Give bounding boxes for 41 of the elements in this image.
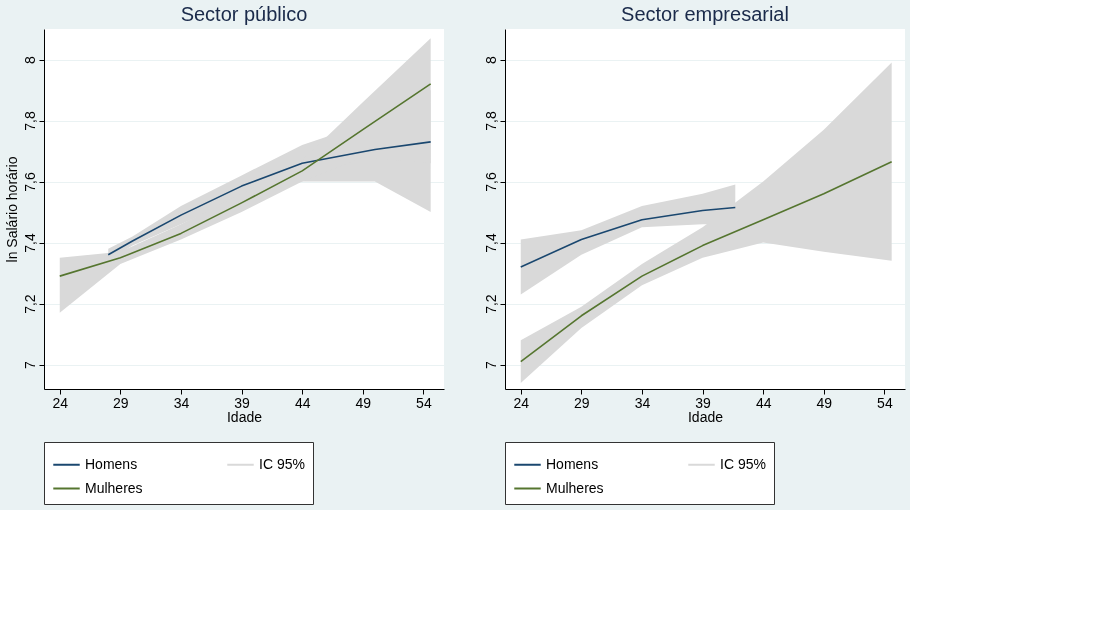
x-tick-label: 24 bbox=[513, 394, 530, 411]
x-tick-label: 34 bbox=[173, 394, 190, 411]
y-tick-label: 7,8 bbox=[21, 111, 38, 131]
line-series bbox=[107, 141, 432, 256]
legend-label: Homens bbox=[85, 455, 138, 472]
y-tick-label: 7,4 bbox=[21, 233, 38, 253]
x-axis-title: Idade bbox=[226, 408, 263, 425]
x-tick-label: 54 bbox=[416, 394, 432, 411]
y-tick-label: 8 bbox=[21, 55, 38, 64]
y-tick-label: 7,2 bbox=[21, 294, 38, 314]
y-tick-label: 7,8 bbox=[482, 111, 499, 131]
y-tick-label: 7 bbox=[21, 360, 38, 369]
x-tick-label: 24 bbox=[52, 394, 69, 411]
x-tick-label: 39 bbox=[695, 394, 712, 411]
x-tick-label: 39 bbox=[234, 394, 251, 411]
line-series bbox=[519, 206, 737, 268]
x-tick-label: 44 bbox=[755, 394, 772, 411]
y-tick-label: 8 bbox=[482, 55, 499, 64]
text: IC 95% bbox=[720, 455, 766, 472]
line-series bbox=[58, 83, 432, 277]
chart-title: Sector público bbox=[180, 3, 308, 25]
line-series bbox=[519, 160, 893, 363]
y-tick-label: 7,2 bbox=[482, 294, 499, 314]
x-tick-label: 49 bbox=[816, 394, 833, 411]
legend-label: Homens bbox=[546, 455, 599, 472]
y-tick-label: 7,6 bbox=[482, 172, 499, 192]
y-tick-label: 7,6 bbox=[21, 172, 38, 192]
text: IC 95% bbox=[259, 455, 305, 472]
x-tick-label: 29 bbox=[574, 394, 590, 411]
x-tick-label: 34 bbox=[634, 394, 651, 411]
y-tick-label: 7 bbox=[482, 360, 499, 369]
x-tick-label: 49 bbox=[355, 394, 372, 411]
x-tick-label: 29 bbox=[113, 394, 129, 411]
chart-title: Sector empresarial bbox=[621, 3, 789, 25]
legend-label: Mulheres bbox=[546, 479, 604, 496]
x-axis-title: Idade bbox=[687, 408, 724, 425]
y-tick-label: 7,4 bbox=[482, 233, 499, 253]
x-tick-label: 44 bbox=[294, 394, 311, 411]
legend-label: Mulheres bbox=[85, 479, 143, 496]
x-tick-label: 54 bbox=[877, 394, 893, 411]
y-axis-title: ln Salário horário bbox=[3, 156, 20, 263]
